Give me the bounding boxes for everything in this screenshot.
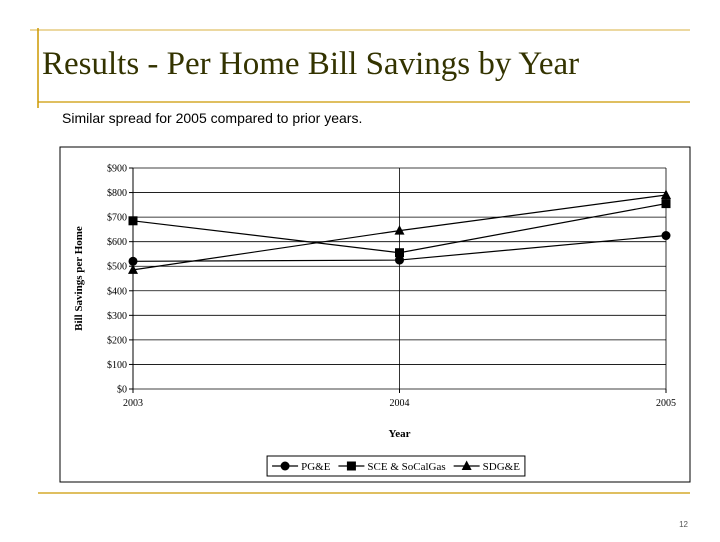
legend-label: SDG&E — [483, 461, 521, 473]
x-axis-label: Year — [389, 428, 411, 440]
marker — [128, 264, 138, 274]
y-tick-label: $400 — [107, 286, 127, 297]
marker — [661, 189, 671, 200]
y-tick-label: $500 — [107, 262, 127, 273]
legend-label: PG&E — [301, 461, 331, 473]
legend-box — [266, 455, 526, 477]
marker — [661, 231, 671, 241]
y-tick-label: $600 — [107, 237, 127, 248]
y-axis-label: Bill Savings per Home — [73, 226, 85, 331]
chart-frame — [59, 146, 691, 483]
marker — [395, 255, 404, 265]
slide-title: Results - Per Home Bill Savings by Year — [42, 46, 579, 82]
marker — [461, 460, 472, 470]
x-tick-label: 2003 — [123, 398, 143, 409]
marker — [661, 199, 671, 209]
y-tick-label: $800 — [107, 188, 127, 199]
marker — [394, 225, 405, 235]
x-tick-label: 2005 — [656, 398, 676, 409]
marker — [346, 461, 356, 471]
marker — [280, 461, 290, 471]
marker — [395, 248, 404, 258]
marker — [128, 256, 138, 266]
legend: PG&E SCE & SoCalGas SDG&E — [266, 455, 526, 477]
legend-label: SCE & SoCalGas — [367, 461, 445, 473]
subtitle: Similar spread for 2005 compared to prio… — [62, 110, 362, 126]
y-tick-label: $300 — [107, 311, 127, 322]
chart: $0 $100 $200 $300 $400 $500 $600 $700 $800 $900 20… — [73, 164, 676, 477]
y-tick-label: $100 — [107, 360, 127, 371]
y-tick-label: $0 — [117, 385, 127, 396]
x-tick-label: 2004 — [390, 398, 410, 409]
marker — [128, 216, 138, 226]
y-tick-label: $900 — [107, 164, 127, 175]
y-tick-label: $700 — [107, 213, 127, 224]
y-tick-label: $200 — [107, 335, 127, 346]
page-number: 12 — [679, 520, 688, 529]
